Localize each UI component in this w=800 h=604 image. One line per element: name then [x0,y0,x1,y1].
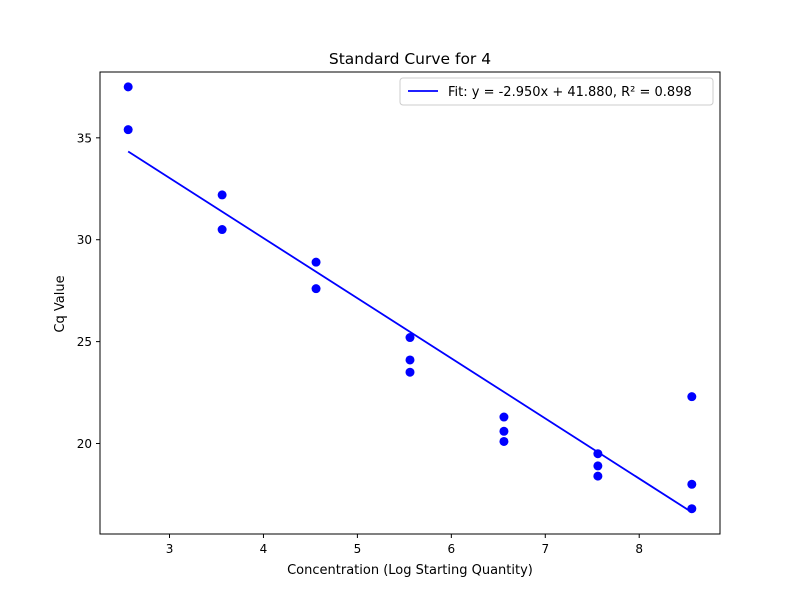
data-point [405,355,415,365]
data-point [499,412,509,422]
data-point [405,367,415,377]
data-point [593,461,603,471]
data-point [123,82,133,92]
y-tick-label: 20 [77,437,92,451]
x-tick-label: 4 [260,542,268,556]
chart-title: Standard Curve for 4 [329,50,491,68]
data-point [217,225,227,235]
data-point [405,333,415,343]
data-point [311,284,321,294]
legend-box [399,77,714,106]
data-point [687,392,697,402]
data-point [593,471,603,481]
x-tick-label: 7 [541,542,549,556]
axes-frame [99,71,721,535]
data-point [217,190,227,200]
plot-area: 3 4 5 6 7 8 20 25 30 35 [77,71,721,556]
x-tick-label: 6 [448,542,456,556]
data-point [687,479,697,489]
y-axis-label: Cq Value [53,275,68,332]
y-tick-label: 30 [77,233,92,247]
x-tick-label: 8 [635,542,643,556]
legend-fit-label: Fit: y = -2.950x + 41.880, R² = 0.898 [448,85,692,100]
x-tick-label: 5 [354,542,362,556]
y-tick-label: 25 [77,335,92,349]
data-point [311,257,321,267]
x-tick-label: 3 [166,542,174,556]
data-point [499,436,509,446]
x-axis-label: Concentration (Log Starting Quantity) [287,563,533,578]
data-point [499,426,509,436]
fit-line [127,150,693,513]
data-point [123,125,133,135]
legend: Fit: y = -2.950x + 41.880, R² = 0.898 [399,77,714,106]
y-tick-label: 35 [77,131,92,145]
